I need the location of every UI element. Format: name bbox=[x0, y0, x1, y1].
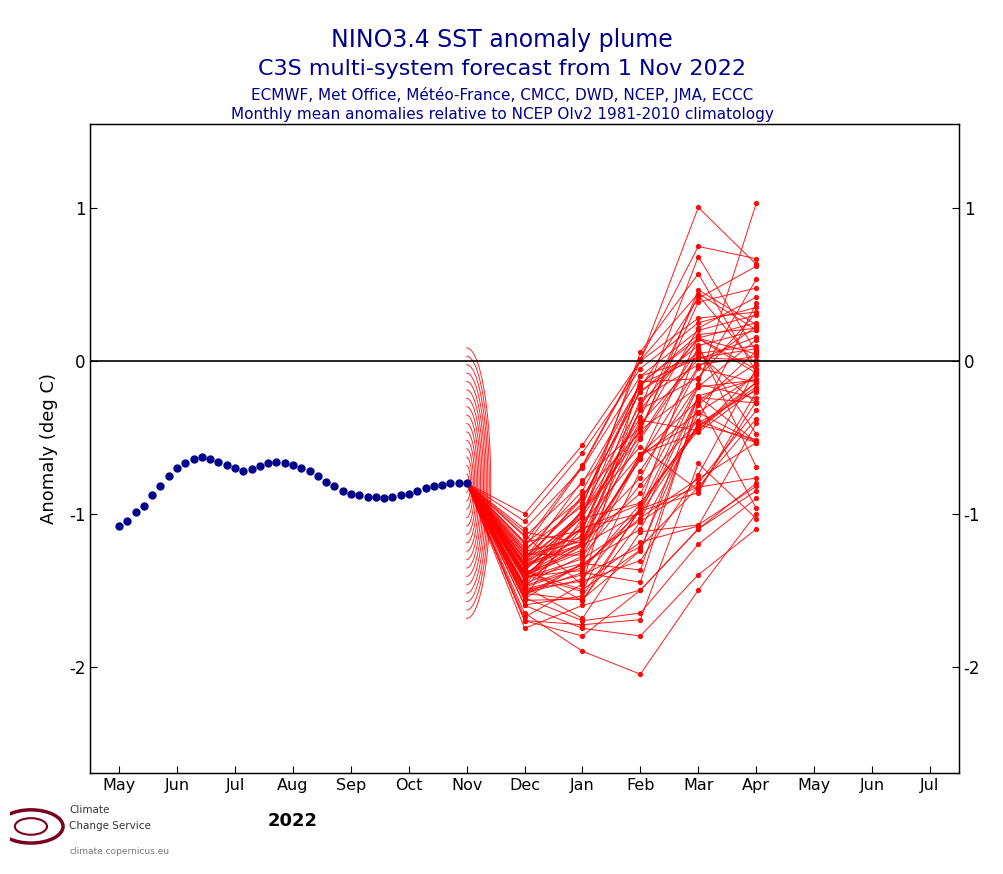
Y-axis label: Anomaly (deg C): Anomaly (deg C) bbox=[40, 373, 58, 524]
Text: ECMWF, Met Office, Météo-France, CMCC, DWD, NCEP, JMA, ECCC: ECMWF, Met Office, Météo-France, CMCC, D… bbox=[251, 87, 752, 103]
Text: Climate: Climate bbox=[69, 805, 109, 815]
Text: climate.copernicus.eu: climate.copernicus.eu bbox=[69, 847, 170, 856]
Text: Change Service: Change Service bbox=[69, 822, 151, 831]
Text: 2022: 2022 bbox=[268, 812, 318, 830]
Text: C3S multi-system forecast from 1 Nov 2022: C3S multi-system forecast from 1 Nov 202… bbox=[258, 59, 745, 79]
Text: Monthly mean anomalies relative to NCEP OIv2 1981-2010 climatology: Monthly mean anomalies relative to NCEP … bbox=[231, 107, 772, 121]
Text: NINO3.4 SST anomaly plume: NINO3.4 SST anomaly plume bbox=[331, 28, 672, 52]
